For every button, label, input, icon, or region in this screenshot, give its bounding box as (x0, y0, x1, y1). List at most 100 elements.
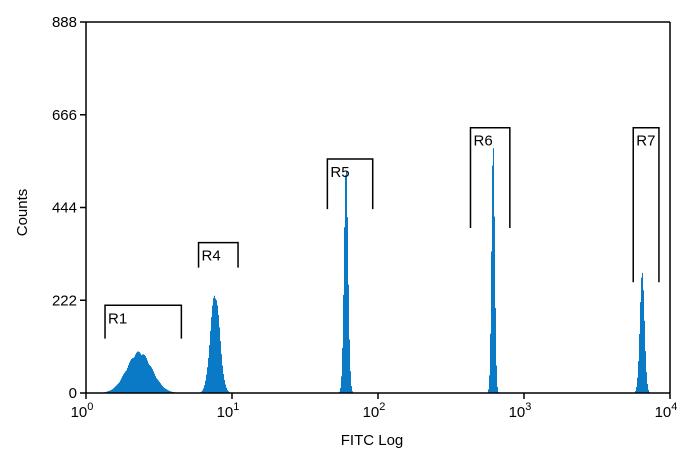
histogram-bar (347, 217, 348, 393)
y-tick-label: 666 (52, 107, 77, 124)
histogram-bar (156, 378, 157, 393)
region-bracket (104, 304, 183, 339)
histogram-bar (495, 307, 496, 393)
histogram-bar (142, 354, 143, 393)
histogram-bar (202, 390, 203, 393)
histogram-bar (209, 345, 210, 393)
histogram-bar (143, 354, 144, 393)
histogram-bar (647, 384, 648, 393)
region-r6: R6 (469, 126, 511, 228)
histogram-bar (135, 354, 136, 393)
histogram-bar (151, 367, 152, 393)
histogram-bar (346, 170, 347, 393)
histogram-bar (210, 330, 211, 393)
histogram-bar (111, 389, 112, 393)
histogram-bar (636, 386, 637, 393)
histogram-bar (120, 380, 121, 393)
histogram-bar (114, 387, 115, 393)
histogram-bar (161, 384, 162, 393)
histogram-bar (212, 305, 213, 393)
region-bracket (326, 158, 374, 210)
histogram-bar (121, 378, 122, 393)
histogram-bar (489, 375, 490, 393)
histogram-bar (170, 391, 171, 393)
histogram-bar (643, 290, 644, 393)
histogram-bar (107, 391, 108, 393)
histogram-bar (496, 365, 497, 393)
histogram-bar (638, 361, 639, 393)
histogram-bar (131, 359, 132, 393)
region-r5: R5 (326, 158, 374, 210)
histogram-bar (225, 384, 226, 393)
x-tick-label: 104 (655, 401, 678, 421)
histogram-bar (648, 389, 649, 393)
histogram-bar (345, 175, 346, 393)
histogram-bar (169, 390, 170, 393)
x-axis-label: FITC Log (341, 432, 404, 449)
x-tick-label: 102 (363, 401, 386, 421)
region-label: R5 (330, 164, 349, 181)
axis-ticks: 0 222 444 666 888 100 101 102 103 104 (52, 14, 677, 421)
histogram-bar (228, 391, 229, 393)
histogram-bar (639, 334, 640, 393)
y-tick-label: 222 (52, 292, 77, 309)
region-r4: R4 (197, 241, 239, 268)
histogram-bar (218, 314, 219, 393)
histogram-bar (130, 360, 131, 393)
histogram-bar (637, 377, 638, 393)
histogram-bar (224, 379, 225, 393)
histogram-bar (226, 387, 227, 393)
histogram-bar (125, 371, 126, 393)
histogram-bar (133, 357, 134, 393)
y-tick-label: 0 (69, 385, 77, 402)
histogram-bar (642, 272, 643, 393)
x-tick-label: 101 (217, 401, 240, 421)
histogram-bar (206, 374, 207, 393)
histogram-bar (641, 277, 642, 393)
histogram-bar (349, 339, 350, 393)
histogram-bar (223, 374, 224, 393)
histogram-bar (340, 387, 341, 393)
histogram-bar (158, 380, 159, 393)
histogram-bar (497, 387, 498, 393)
histogram-bar (227, 389, 228, 393)
histogram-bar (134, 356, 135, 393)
histogram-bar (219, 327, 220, 393)
histogram-bar (635, 391, 636, 393)
histogram-bar (160, 383, 161, 393)
histogram-bar (167, 389, 168, 393)
histogram-bar (136, 352, 137, 393)
histogram-bar (137, 351, 138, 393)
histogram-bar (211, 317, 212, 393)
histogram-bar (645, 351, 646, 393)
histogram-bar (129, 362, 130, 393)
gate-regions: R1 R4 R5 R6 R7 (104, 126, 660, 339)
histogram-bar (146, 358, 147, 393)
histogram-bar (341, 376, 342, 393)
histogram-bar (488, 389, 489, 393)
histogram-bar (155, 376, 156, 393)
region-label: R7 (636, 133, 655, 150)
histogram-bar (221, 354, 222, 393)
histogram-bar (342, 347, 343, 393)
histogram-bar (127, 367, 128, 393)
region-bracket (632, 126, 660, 283)
histogram-bar (222, 365, 223, 393)
histogram-bar (140, 353, 141, 393)
histogram-bar (116, 385, 117, 393)
region-label: R4 (202, 248, 221, 265)
histogram-bar (117, 384, 118, 393)
region-r1: R1 (104, 304, 183, 339)
histogram-bar (115, 386, 116, 393)
histogram-bar (351, 386, 352, 393)
region-bracket (197, 241, 239, 268)
histogram-bar (138, 351, 139, 393)
histogram-bar (203, 388, 204, 393)
histogram-bar (148, 363, 149, 393)
histogram-bar (108, 391, 109, 393)
histogram-bar (348, 284, 349, 393)
histogram-bar (147, 360, 148, 393)
histogram-bar (220, 341, 221, 393)
histogram-bar (119, 382, 120, 393)
